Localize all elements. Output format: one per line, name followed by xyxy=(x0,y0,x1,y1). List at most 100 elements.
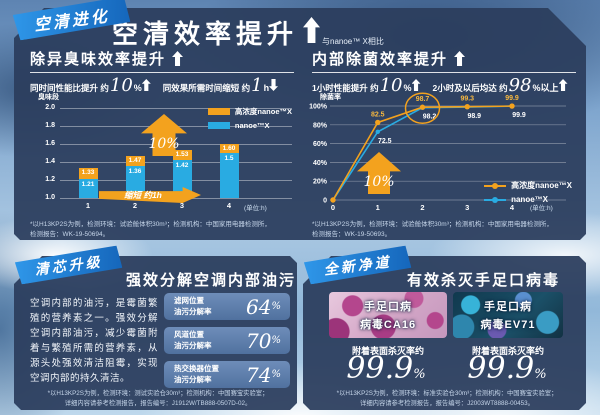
x-tick-label: 3 xyxy=(465,203,469,212)
footnote-line: 检测报告：WK-19-50693。 xyxy=(312,231,392,239)
stat-text: 2小时及以后均达 约 xyxy=(432,83,508,93)
kill-rate-label: 附着表面杀灭率约 xyxy=(351,346,424,356)
stat-text: 1小时性能提升 约 xyxy=(312,83,379,93)
stat-value: 10 xyxy=(379,75,403,96)
improvement-arrow-icon: 10% xyxy=(357,152,401,194)
data-point xyxy=(375,119,381,126)
stat-unit: % xyxy=(271,301,281,312)
oil-paragraph: 空调内部的油污，是霉菌繁殖的营养素之一。强效分解空调内部油污，减少霉菌附着与繁殖… xyxy=(30,298,158,384)
footnote-line: 检测报告：WK-19-50694。 xyxy=(30,231,110,239)
up-arrow-icon xyxy=(141,79,151,91)
data-label: 99.3 xyxy=(460,96,474,103)
data-label: 98.7 xyxy=(416,96,430,103)
virus-name: 病毒EV71 xyxy=(480,319,536,331)
bar-segment-high: 1.47 xyxy=(125,155,145,166)
footnote-line: 详细内容请参考检测报告，报告编号：J1912W/TB888-0507D-02。 xyxy=(64,400,252,408)
y-tick-label: 1.2 xyxy=(45,176,55,183)
data-label: 98.2 xyxy=(423,114,437,121)
data-label: 99.9 xyxy=(505,95,519,102)
x-tick-label: 2 xyxy=(420,203,424,212)
virus-name: 手足口病 xyxy=(364,301,412,313)
data-point xyxy=(419,104,426,110)
x-tick-label: 0 xyxy=(331,203,335,212)
legend-label: 高浓度nanoe™X xyxy=(511,181,572,190)
blue-line-icon xyxy=(484,196,507,203)
oil-section-title: 强效分解空调内部油污 xyxy=(126,272,297,289)
legend-label: 高浓度nanoe™X xyxy=(234,107,292,116)
orange-swatch-icon xyxy=(207,108,230,115)
down-arrow-icon xyxy=(269,79,278,91)
y-tick-label: 0 xyxy=(323,198,327,205)
blue-swatch-icon xyxy=(207,122,230,129)
virus-image-ca16: 手足口病 病毒CA16 xyxy=(329,292,447,338)
stat-value: 10 xyxy=(109,75,133,96)
deodor-bar-chart: 臭味段 2.0 1.8 1.6 1.4 1.2 1.0 1.33 1.21 1 1.47 1.36 2… xyxy=(26,92,302,220)
stat-value: 98 xyxy=(508,75,532,96)
x-tick-label: 4 xyxy=(510,203,515,212)
kill-rate-value: 99.9% xyxy=(467,351,547,386)
blue-dot-icon xyxy=(492,196,499,203)
data-point xyxy=(375,129,380,135)
deodor-footnote: *以H13KP2S为例，检测环境：试验舱体积30m³；检测机构：中国家用电器检测… xyxy=(30,220,298,240)
x-tick-label: 2 xyxy=(132,201,138,210)
data-label: 99.9 xyxy=(512,112,526,119)
orange-dot-icon xyxy=(492,182,499,189)
oil-decomposition-panel: 强效分解空调内部油污 空调内部的油污，是霉菌繁殖的营养素之一。强效分解空调内部油… xyxy=(14,256,297,410)
divider xyxy=(30,72,294,73)
stat-unit: %以上 xyxy=(532,83,559,93)
virus-section-title: 有效杀灭手足口病毒 xyxy=(407,272,561,289)
x-axis-unit: (单位:h) xyxy=(244,205,267,212)
highlight-circle xyxy=(404,92,441,124)
footnote-line: *以H13KP2S为例，检测环境：测试实验仓30m³；检测机构：中国赛宝实验室； xyxy=(47,390,269,397)
air-clean-efficiency-panel: 空清效率提升 与nanoe™ X相比 除异臭味效率提升 同时间性能比提升 约 10… xyxy=(14,8,586,240)
x-tick-label: 1 xyxy=(85,201,91,210)
oil-footnote: *以H13KP2S为例，检测环境：测试实验仓30m³；检测机构：中国赛宝实验室；… xyxy=(32,389,284,409)
legend-item-high: 高浓度nanoe™X xyxy=(484,180,572,191)
compare-note: 与nanoe™ X相比 xyxy=(322,37,384,46)
y-tick-label: 1.8 xyxy=(45,122,55,129)
stat-label: 滤网位置 油污分解率 xyxy=(174,296,212,316)
y-tick-label: 20% xyxy=(313,179,328,186)
legend-label: nanoe™X xyxy=(511,195,548,204)
footnote-line: 详细内容请参考检测报告，报告编号：J2003WT8888-00453。 xyxy=(360,400,534,408)
virus-name: 手足口病 xyxy=(484,301,532,313)
arrow-annotation: 缩短 约1h xyxy=(124,190,162,200)
stat-unit: % xyxy=(403,83,412,93)
virus-footnote: *以H13KP2S为例，检测环境：标准实验仓30m³；检测机构：中国赛宝实验室；… xyxy=(321,389,573,409)
kill-rate-label: 附着表面杀灭率约 xyxy=(471,346,544,356)
oil-stat-heat-exchanger: 热交换器位置 油污分解率 74% xyxy=(164,361,290,388)
y-tick-label: 1.0 xyxy=(45,194,55,201)
virus-name: 病毒CA16 xyxy=(359,319,417,331)
y-tick-label: 1.6 xyxy=(45,140,55,147)
data-label: 72.5 xyxy=(378,138,392,145)
divider xyxy=(312,72,576,73)
stat-value: 64 xyxy=(246,294,272,319)
up-arrow-icon xyxy=(172,51,184,66)
stat-label: 热交换器位置 油污分解率 xyxy=(174,364,219,384)
data-label: 98.9 xyxy=(467,113,481,120)
kill-rate-value: 99.9% xyxy=(346,351,426,386)
y-tick-label: 80% xyxy=(313,122,328,129)
x-tick-label: 3 xyxy=(179,201,185,210)
orange-line-icon xyxy=(484,182,507,189)
main-title-row: 空清效率提升 与nanoe™ X相比 xyxy=(112,14,384,51)
stat-unit: % xyxy=(271,335,281,346)
improvement-arrow-icon: 10% xyxy=(141,114,187,156)
arrow-annotation: 10% xyxy=(363,174,395,190)
up-arrow-icon xyxy=(558,79,568,91)
arrow-annotation: 10% xyxy=(148,136,180,152)
up-arrow-icon xyxy=(303,17,321,43)
deodor-heading-row: 除异臭味效率提升 xyxy=(30,48,184,69)
gridline xyxy=(60,108,292,109)
x-axis-unit: (单位:h) xyxy=(530,203,553,212)
sterilize-stats: 1小时性能提升 约 10% 2小时及以后均达 约 98 %以上 xyxy=(312,75,568,96)
sterilize-line-chart: 除菌率 100% 80% 60% 40% 20% 0 0 1 2 3 4 (单位:h) 72.5 98.2… xyxy=(309,92,586,220)
stat-value: 74 xyxy=(246,362,272,387)
x-tick-label: 4 xyxy=(226,201,232,210)
bar-y-axis-label: 臭味段 xyxy=(38,94,59,101)
stat-text: 同时间性能比提升 约 xyxy=(30,83,109,93)
bar-segment-std: 1.5 xyxy=(219,153,239,198)
y-tick-label: 40% xyxy=(313,160,328,167)
